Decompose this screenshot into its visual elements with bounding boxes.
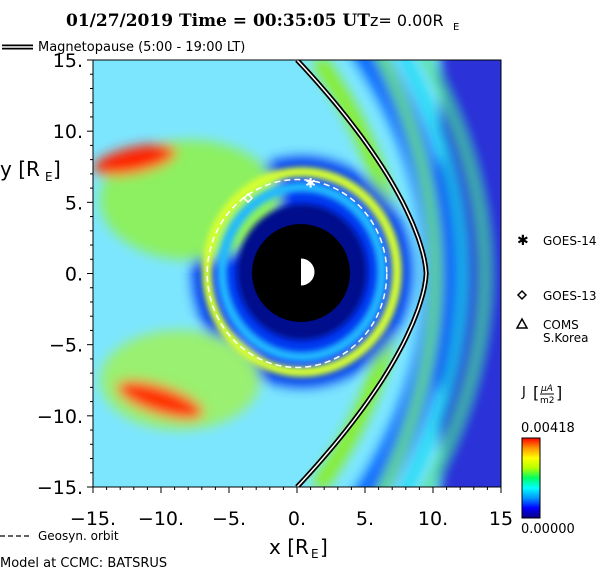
colorbar-title: J bbox=[521, 385, 526, 400]
y-axis-label-subscript: E bbox=[45, 170, 53, 184]
goes-14-legend-symbol: ✱ bbox=[517, 233, 529, 249]
coms-legend-symbol bbox=[515, 317, 529, 329]
x-axis-label-subscript: E bbox=[311, 547, 319, 561]
x-tick-label: 10. bbox=[418, 508, 448, 530]
ring-yellow-green bbox=[202, 167, 402, 377]
y-tick-label: 15. bbox=[53, 50, 83, 72]
y-tick-label: −10. bbox=[37, 406, 83, 428]
goes-14-marker-symbol: ✱ bbox=[305, 176, 316, 191]
y-tick-label: 0. bbox=[65, 264, 83, 286]
y-axis-label-close: ] bbox=[53, 157, 61, 181]
x-tick-label: 0. bbox=[288, 508, 306, 530]
colorbar-min-label: 0.00000 bbox=[521, 522, 575, 537]
coms-legend-label: COMS bbox=[543, 318, 579, 332]
field-band-green-4 bbox=[422, 60, 489, 487]
y-axis: 15. 10. 5. 0. −5. −10. −15. bbox=[37, 50, 93, 499]
goes-13-legend-label: GOES-13 bbox=[543, 289, 597, 303]
colorbar: J [ μA m2 ] 0.00418 0.00000 bbox=[521, 383, 575, 537]
geosyn-orbit bbox=[206, 178, 388, 369]
x-tick-label: 15 bbox=[489, 508, 513, 530]
colorbar-unit-bottom: m2 bbox=[540, 396, 555, 406]
x-tick-label: −15. bbox=[70, 508, 116, 530]
y-tick-label: 5. bbox=[65, 192, 83, 214]
x-axis-label: x [R bbox=[269, 535, 309, 559]
x-tick-label: −5. bbox=[212, 508, 246, 530]
colorbar-bracket-open: [ bbox=[533, 383, 539, 402]
geosyn-legend-label: Geosyn. orbit bbox=[38, 529, 119, 543]
magnetopause-inner bbox=[296, 60, 427, 487]
y-tick-label: −5. bbox=[49, 335, 83, 357]
magnetopause-legend-label: Magnetopause (5:00 - 19:00 LT) bbox=[38, 40, 245, 55]
y-axis-label: y [R bbox=[0, 157, 40, 181]
goes-14-legend-label: GOES-14 bbox=[543, 234, 597, 248]
goes-13-marker bbox=[242, 193, 254, 204]
goes-14-marker: ✱ bbox=[305, 176, 316, 191]
colorbar-unit-top: μA bbox=[540, 384, 553, 394]
field-band-cyan-3 bbox=[401, 60, 467, 487]
colorbar-max-label: 0.00418 bbox=[521, 421, 575, 436]
z-label: z= 0.00R bbox=[370, 11, 444, 30]
y-tick-label: 10. bbox=[53, 121, 83, 143]
chart-title: 01/27/2019 Time = 00:35:05 UT bbox=[66, 11, 370, 31]
field-band-green-2 bbox=[376, 60, 441, 487]
field-hotspot-upper bbox=[93, 144, 177, 176]
colorbar-scale bbox=[521, 437, 541, 519]
heatmap-plot: ✱ bbox=[93, 60, 501, 487]
y-tick-label: −15. bbox=[37, 477, 83, 499]
x-axis: −15. −10. −5. 0. 5. 10. 15 bbox=[70, 487, 513, 530]
x-tick-label: 5. bbox=[356, 508, 374, 530]
goes-13-legend-symbol bbox=[516, 289, 528, 301]
satellite-legend: ✱ GOES-14 GOES-13 COMS S.Korea bbox=[515, 233, 597, 345]
coms-legend-label-2: S.Korea bbox=[543, 331, 588, 345]
earth-night-half bbox=[287, 258, 301, 286]
x-tick-label: −10. bbox=[138, 508, 184, 530]
x-axis-label-close: ] bbox=[320, 535, 328, 559]
field-hotspot-lower bbox=[116, 380, 204, 420]
colorbar-bracket-close: ] bbox=[556, 383, 562, 402]
goes-13-marker-symbol bbox=[242, 193, 254, 204]
ring-cyan bbox=[217, 182, 387, 362]
model-label: Model at CCMC: BATSRUS bbox=[0, 556, 167, 571]
z-label-subscript: E bbox=[453, 22, 459, 33]
